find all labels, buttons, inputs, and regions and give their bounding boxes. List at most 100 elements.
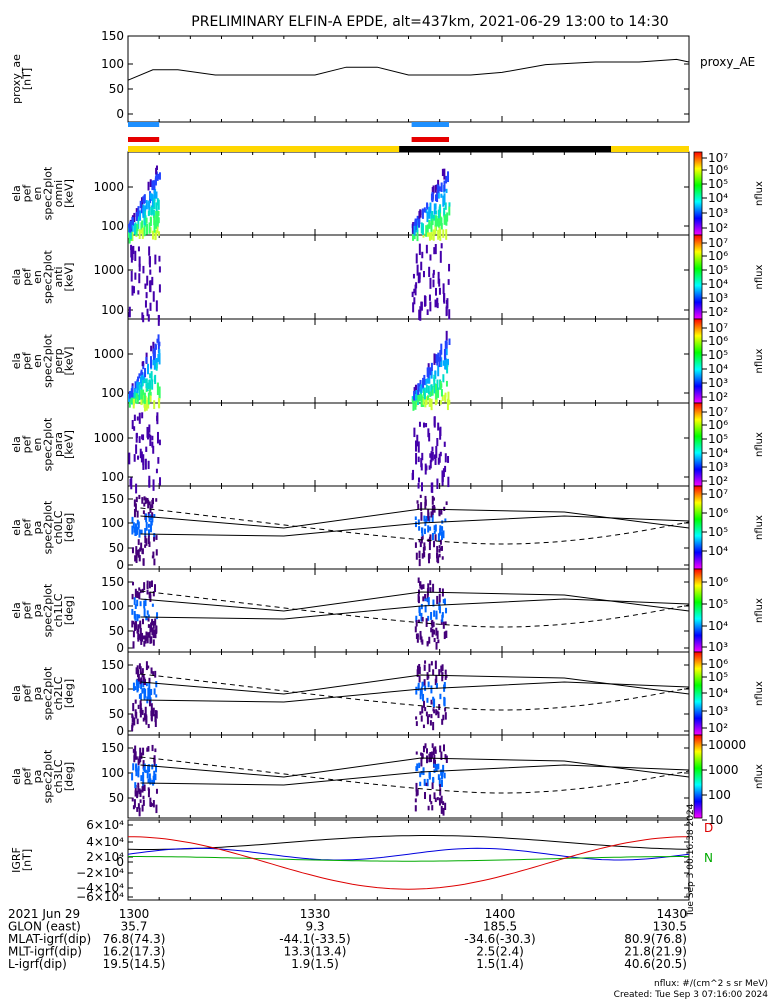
- loss-cone-dashed: [140, 590, 690, 628]
- y-axis-label: spec2plot: [42, 500, 55, 554]
- spectrogram-cell: [133, 755, 136, 763]
- spectrogram-cell: [416, 789, 419, 796]
- spectrogram-cell: [414, 798, 417, 803]
- spectrogram-cell: [435, 383, 438, 391]
- spectrogram-cell: [145, 513, 148, 523]
- spectrogram-cell: [445, 188, 448, 194]
- spectrogram-cell: [431, 743, 434, 748]
- spectrogram-cell: [438, 287, 441, 295]
- spectrogram-cell: [440, 619, 443, 625]
- y-axis-label: en: [31, 187, 44, 201]
- spectrogram-cell: [441, 470, 444, 483]
- colorbar: 10000 1000 100 10 nflux: [693, 734, 765, 827]
- spectrogram-cell: [138, 384, 141, 390]
- spectrogram-cell: [129, 222, 132, 227]
- spectrogram-cell: [425, 384, 428, 393]
- spectrogram-cell: [151, 764, 154, 770]
- spectrogram-cell: [433, 247, 436, 255]
- y-axis-label: ch3LC: [52, 759, 65, 793]
- spectrogram-cell: [415, 220, 418, 227]
- spectrogram-cell: [149, 373, 152, 379]
- y-tick-label: 100: [101, 599, 124, 613]
- y-tick-label: 50: [109, 707, 124, 721]
- spectrogram-cell: [434, 524, 437, 532]
- spectrogram-cell: [133, 622, 136, 632]
- colorbar-tick-label: 10⁶: [708, 334, 728, 348]
- spectrogram-cell: [439, 451, 442, 457]
- spectrogram-cell: [414, 805, 417, 812]
- spectrogram-cell: [153, 220, 156, 233]
- panel-frame: [127, 35, 690, 123]
- spectrogram-cell: [436, 478, 439, 489]
- spectrogram-cell: [415, 615, 418, 623]
- spectrogram-cell: [431, 805, 434, 811]
- spectrogram-cell: [422, 232, 425, 238]
- spectrogram-cell: [441, 556, 444, 560]
- spectrogram-cell: [148, 764, 151, 773]
- spectrogram-cell: [142, 363, 145, 370]
- spectrogram-cell: [150, 713, 153, 722]
- panel-2: 1000100elapefenspec2plotanti[keV]10⁷10⁶1…: [10, 234, 765, 320]
- antiloss-cone-line: [140, 681, 690, 703]
- spectrogram-cell: [421, 223, 424, 236]
- spectrogram-cell: [445, 330, 448, 341]
- colorbar: 10⁷ 10⁶ 10⁵ 10⁴ nflux: [693, 485, 765, 570]
- y-tick-label: −2×10⁴: [76, 866, 124, 880]
- spectrogram-cell: [437, 774, 440, 780]
- spectrogram-cell: [136, 629, 139, 634]
- spectrogram-cell: [417, 477, 420, 483]
- spectrogram-cell: [133, 597, 136, 605]
- spectrogram-cell: [416, 264, 419, 276]
- spectrogram-cell: [437, 229, 440, 240]
- spectrogram-cell: [150, 345, 153, 352]
- spectrogram-cell: [148, 389, 151, 395]
- spectrogram-cell: [418, 539, 421, 543]
- spectrogram-cell: [131, 220, 134, 232]
- spectrogram-cell: [428, 636, 431, 644]
- spectrogram-cell: [156, 612, 159, 617]
- panel-0: 150 100 50 0 proxy_ae[nT]: [10, 29, 690, 123]
- footer-row-value: 9.3: [305, 920, 324, 934]
- spectrogram-cell: [150, 667, 153, 674]
- y-tick-label: 0: [116, 855, 124, 869]
- spectrogram-cell: [439, 539, 442, 545]
- y-axis-label: [nT]: [21, 849, 34, 871]
- spectrogram-cell: [131, 722, 134, 728]
- spectrogram-cell: [433, 541, 436, 548]
- spectrogram-cell: [140, 385, 143, 394]
- spectrogram-cell: [149, 192, 152, 200]
- spectrogram-cell: [135, 763, 138, 768]
- spectrogram-cell: [429, 460, 432, 469]
- spectrogram-cell: [440, 545, 443, 551]
- footer-row-value: 16.2(17.3): [103, 945, 166, 959]
- spectrogram-cell: [158, 266, 161, 273]
- spectrogram-cell: [428, 222, 431, 229]
- spectrogram-cell: [136, 681, 139, 687]
- igrf-down-line: [128, 836, 689, 890]
- spectrogram-cell: [131, 231, 134, 242]
- spectrogram-cell: [152, 479, 155, 491]
- footer-row-value: 185.5: [483, 920, 517, 934]
- spectrogram-cell: [412, 400, 415, 411]
- spectrogram-cell: [141, 632, 144, 642]
- spectrogram-cell: [415, 782, 418, 792]
- spectrogram-cell: [139, 601, 142, 607]
- spectrogram-cell: [131, 516, 134, 523]
- spectrogram-cell: [422, 745, 425, 753]
- spectrogram-cell: [146, 431, 149, 440]
- spectrogram-cell: [155, 202, 158, 212]
- spectrogram-cell: [140, 369, 143, 376]
- spectrogram-cell: [133, 392, 136, 399]
- colorbar-label: nflux: [754, 348, 765, 373]
- spectrogram-cell: [144, 300, 147, 308]
- spectrogram-cell: [139, 620, 142, 628]
- spectrogram-cell: [441, 672, 444, 682]
- spectrogram-cell: [135, 767, 138, 777]
- spectrogram-cell: [146, 382, 149, 392]
- spectrogram-cell: [440, 779, 443, 787]
- spectrogram-cell: [429, 794, 432, 802]
- spectrogram-cell: [418, 210, 421, 219]
- spectrogram-cell: [155, 535, 158, 540]
- spectrogram-cell: [441, 394, 444, 401]
- spectrogram-cell: [142, 771, 145, 781]
